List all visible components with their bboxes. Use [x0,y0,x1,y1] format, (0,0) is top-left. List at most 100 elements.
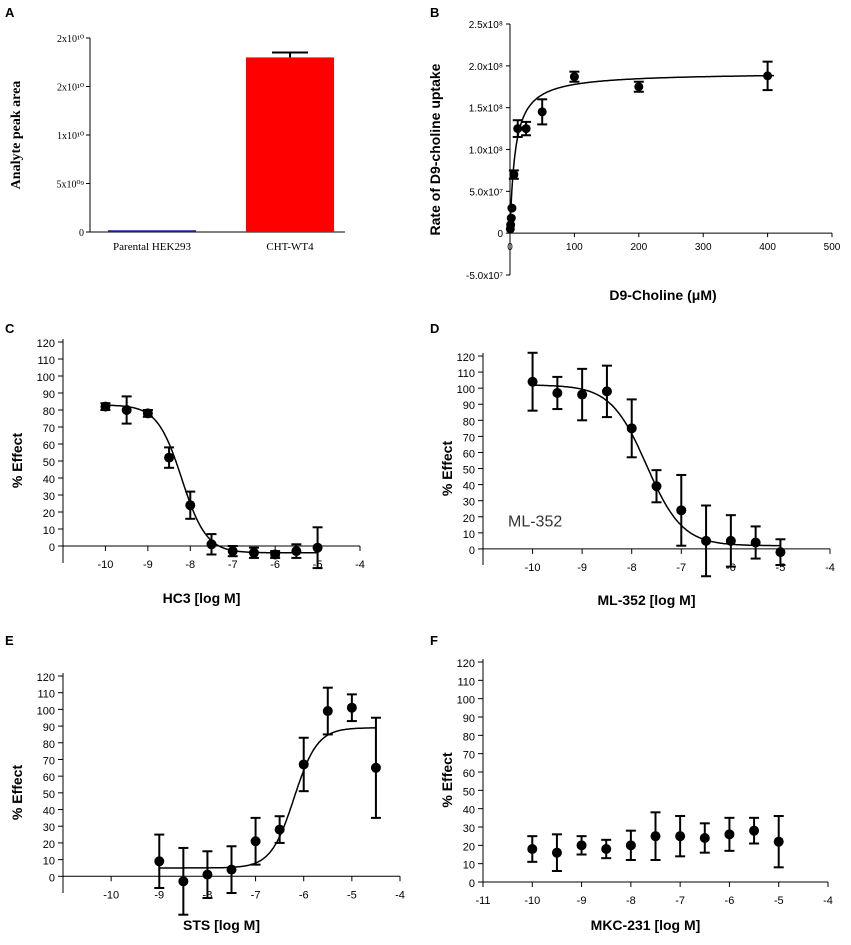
panel-f-mkc231-chart: 0 10 20 30 40 50 60 70 80 90 100 110 120 -11 -10 -9 -8 -7… [439,658,833,933]
y-tick-label: 10 [463,529,475,541]
y-tick-label: 60 [463,448,475,460]
y-tick-label: 10 [43,525,55,537]
y-tick-label: 110 [37,689,55,701]
y-tick-label: 0 [49,542,55,554]
data-point [749,825,760,836]
y-tick-label: 30 [43,822,55,834]
y-axis-title: Rate of D9-choline uptake [427,63,443,235]
x-tick-label: 400 [759,242,776,253]
y-tick-label: 110 [37,355,55,367]
data-point [291,546,302,557]
x-tick-label: 500 [824,242,841,253]
x-axis-title: STS [log M] [183,917,260,933]
data-point [226,864,237,875]
y-tick-label: 5.0x10⁷ [469,187,503,198]
data-point [154,856,165,867]
bar-1 [246,57,334,233]
data-point [576,840,587,851]
x-tick-label: -7 [676,562,686,574]
y-tick-label: 2x10¹⁰ [57,83,84,94]
data-point [625,840,636,851]
panel-letter-c: C [5,321,15,336]
data-point [312,542,323,553]
x-axis-title: HC3 [log M] [163,590,241,606]
x-tick-label: 0 [507,242,513,253]
x-category-label: CHT-WT4 [266,241,314,253]
data-point [763,71,773,81]
data-point [206,539,217,550]
y-axis-title: % Effect [9,433,25,489]
data-point [322,706,333,717]
data-point [509,170,519,180]
y-tick-label: 2.0x10⁸ [469,62,503,73]
y-tick-label: 90 [43,389,55,401]
x-tick-label: 200 [630,242,647,253]
x-axis-title: D9-Choline (μM) [609,287,716,303]
y-tick-label: 10 [463,860,475,872]
data-point [601,386,612,397]
data-point [650,831,661,842]
y-tick-label: 0 [469,545,475,557]
y-tick-label: 60 [463,768,475,780]
x-tick-label: -4 [825,562,835,574]
x-tick-label: -10 [524,895,540,907]
bar-0 [108,230,196,232]
y-tick-label: 80 [43,739,55,751]
data-point [521,124,531,134]
data-point [202,869,213,880]
x-tick-label: 300 [695,242,712,253]
y-tick-label: 40 [43,806,55,818]
x-tick-label: -6 [725,895,735,907]
x-tick-label: -9 [154,889,164,901]
y-tick-label: 90 [463,713,475,725]
data-point [227,546,238,557]
panel-a-bar-chart: 0 5x10⁰⁹ 1x10¹⁰ 2x10¹⁰ 2x10¹⁰ Parental HEK293… [9,34,345,253]
y-tick-label: 100 [37,705,55,717]
y-tick-label: 2.5x10⁸ [469,20,503,31]
data-point [577,389,588,400]
fit-curve [532,384,781,547]
x-tick-label: -9 [143,559,153,571]
y-tick-label: 50 [43,457,55,469]
y-tick-label: 0 [49,872,55,884]
y-tick-label: 100 [457,695,475,707]
data-point [675,831,686,842]
y-tick-label: 110 [457,368,475,380]
data-point [513,124,523,134]
y-tick-label: 100 [457,384,475,396]
y-tick-label: 120 [37,338,55,350]
data-point [552,387,563,398]
y-tick-label: 30 [43,491,55,503]
x-tick-label: -10 [97,559,113,571]
y-tick-label: 110 [457,676,475,688]
y-tick-label: 70 [463,432,475,444]
data-point [551,847,562,858]
y-tick-label: 20 [463,513,475,525]
x-tick-label: -5 [776,562,786,574]
panel-letter-d: D [430,321,439,336]
x-tick-label: -10 [103,889,119,901]
y-tick-label: 1x10¹⁰ [57,131,84,142]
data-point [725,535,736,546]
y-tick-label: 40 [463,481,475,493]
y-tick-label: 90 [43,722,55,734]
panel-letter-f: F [430,633,438,648]
data-point [121,405,132,415]
x-tick-label: 100 [566,242,583,253]
y-axis-title: % Effect [439,752,455,808]
y-tick-label: 70 [463,750,475,762]
x-tick-label: -10 [525,562,541,574]
data-point [724,829,735,840]
x-tick-label: -11 [475,895,490,907]
y-tick-label: 0 [497,229,503,240]
y-tick-label: 0 [469,878,475,890]
data-point [676,505,687,516]
x-tick-label: -8 [626,895,636,907]
x-axis-title: ML-352 [log M] [598,592,696,608]
panel-b-uptake-chart: -5.0x10⁷ 0 5.0x10⁷ 1.0x10⁸ 1.5x10⁸ 2.0x10⁸ 2.5… [427,20,841,303]
y-tick-label: 80 [463,731,475,743]
x-tick-label: -7 [251,889,261,901]
x-tick-label: -9 [577,895,587,907]
data-point [527,376,538,387]
